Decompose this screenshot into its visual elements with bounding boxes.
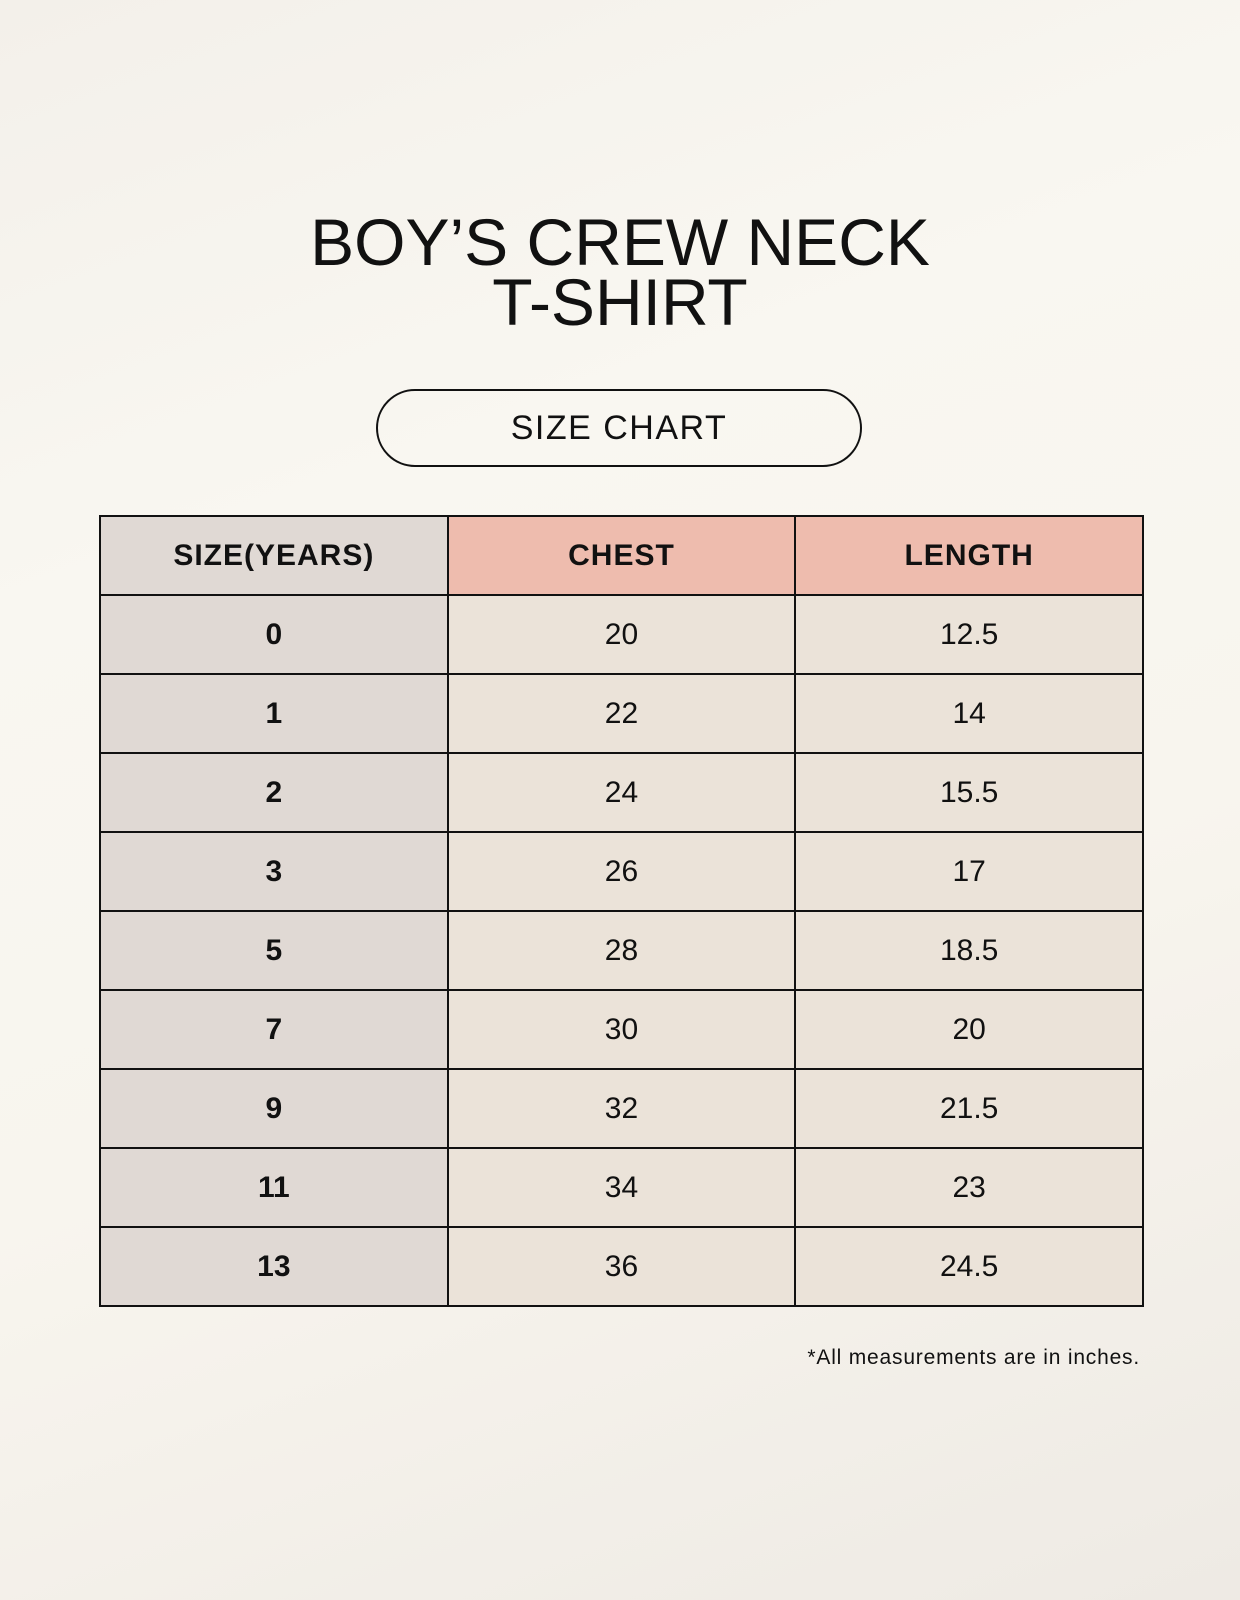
cell-chest: 30 bbox=[446, 989, 797, 1070]
table-row: 0 20 12.5 bbox=[99, 594, 1144, 675]
cell-size: 13 bbox=[99, 1226, 449, 1307]
cell-length: 24.5 bbox=[794, 1226, 1144, 1307]
cell-length: 23 bbox=[794, 1147, 1144, 1228]
table-row: 13 36 24.5 bbox=[99, 1226, 1144, 1307]
cell-length: 12.5 bbox=[794, 594, 1144, 675]
cell-size: 5 bbox=[99, 910, 449, 991]
cell-size: 3 bbox=[99, 831, 449, 912]
table-header-row: SIZE(YEARS) CHEST LENGTH bbox=[99, 515, 1144, 596]
header-chest: CHEST bbox=[446, 515, 797, 596]
cell-length: 20 bbox=[794, 989, 1144, 1070]
cell-length: 15.5 bbox=[794, 752, 1144, 833]
size-table: SIZE(YEARS) CHEST LENGTH 0 20 12.5 1 22 14 2 24… bbox=[99, 515, 1144, 1307]
cell-chest: 34 bbox=[446, 1147, 797, 1228]
cell-size: 11 bbox=[99, 1147, 449, 1228]
cell-size: 0 bbox=[99, 594, 449, 675]
cell-size: 9 bbox=[99, 1068, 449, 1149]
cell-length: 14 bbox=[794, 673, 1144, 754]
page-title: BOY’S CREW NECK T-SHIRT bbox=[0, 205, 1240, 339]
footnote: *All measurements are in inches. bbox=[807, 1346, 1140, 1369]
table-row: 3 26 17 bbox=[99, 831, 1144, 912]
table-row: 7 30 20 bbox=[99, 989, 1144, 1070]
cell-size: 1 bbox=[99, 673, 449, 754]
cell-chest: 28 bbox=[446, 910, 797, 991]
cell-chest: 32 bbox=[446, 1068, 797, 1149]
cell-chest: 36 bbox=[446, 1226, 797, 1307]
table-row: 11 34 23 bbox=[99, 1147, 1144, 1228]
cell-length: 18.5 bbox=[794, 910, 1144, 991]
cell-chest: 24 bbox=[446, 752, 797, 833]
title-line-2: T-SHIRT bbox=[492, 265, 748, 339]
cell-chest: 20 bbox=[446, 594, 797, 675]
table-row: 2 24 15.5 bbox=[99, 752, 1144, 833]
table-row: 9 32 21.5 bbox=[99, 1068, 1144, 1149]
cell-size: 7 bbox=[99, 989, 449, 1070]
header-size: SIZE(YEARS) bbox=[99, 515, 449, 596]
cell-length: 21.5 bbox=[794, 1068, 1144, 1149]
table-row: 1 22 14 bbox=[99, 673, 1144, 754]
cell-chest: 22 bbox=[446, 673, 797, 754]
cell-size: 2 bbox=[99, 752, 449, 833]
cell-chest: 26 bbox=[446, 831, 797, 912]
header-length: LENGTH bbox=[794, 515, 1144, 596]
cell-length: 17 bbox=[794, 831, 1144, 912]
title-line-1: BOY’S CREW NECK bbox=[310, 205, 930, 279]
size-chart-badge: SIZE CHART bbox=[376, 389, 862, 467]
table-row: 5 28 18.5 bbox=[99, 910, 1144, 991]
